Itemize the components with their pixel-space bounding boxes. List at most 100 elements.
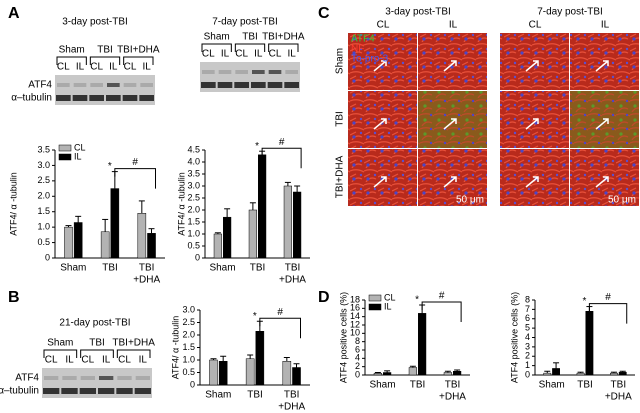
significance-hash: # (279, 137, 285, 148)
significance-hash: # (132, 157, 138, 168)
blot-band (72, 95, 88, 101)
arrow (443, 176, 457, 188)
blot-row-label: ATF4 (28, 80, 52, 91)
blot-band (284, 82, 299, 88)
blot-band (56, 95, 71, 101)
blot-band (107, 83, 120, 87)
y-tick-label: 6 (355, 344, 360, 354)
bar (408, 367, 417, 376)
blot-row-label: ATF4 (15, 373, 39, 384)
x-tick-label: +DHA (278, 402, 305, 413)
blot-group: TBI (97, 45, 113, 56)
blot-group: TBI+DHA (117, 45, 160, 56)
legend-swatch (58, 153, 72, 161)
blot-band (90, 83, 103, 87)
y-tick-label: 4.5 (187, 144, 200, 154)
legend-label: CL (74, 142, 86, 152)
micrograph-col: CL (377, 20, 390, 31)
x-tick-label: Sham (209, 263, 235, 274)
blot-band (235, 70, 248, 74)
x-tick-label: TBI (611, 380, 627, 391)
blot-lane: CL (269, 49, 282, 60)
y-tick-label: 2 (525, 351, 530, 361)
y-tick-label: 14 (350, 311, 360, 321)
y-tick-label: 1.5 (187, 216, 200, 226)
blot-lane: CL (124, 62, 137, 73)
scale-bar-label: 50 μm (608, 195, 636, 206)
blot-group: Sham (59, 45, 85, 56)
y-tick-label: 1 (525, 360, 530, 370)
scale-bar-label: 50 μm (456, 195, 484, 206)
x-tick-label: Sham (369, 380, 395, 391)
y-tick-label: 7 (525, 304, 530, 314)
stain-legend: NF (351, 44, 364, 55)
micrograph-title: 7-day post-TBI (537, 7, 603, 18)
y-tick-label: 4 (355, 353, 360, 363)
arrow (373, 60, 387, 72)
micrograph-col: IL (601, 20, 610, 31)
y-tick-label: 2.5 (187, 192, 200, 202)
bar (209, 359, 218, 386)
significance-star: * (108, 161, 112, 172)
blot-band (217, 82, 233, 88)
bracket (56, 56, 87, 65)
blot-lane: IL (254, 49, 263, 60)
bar (383, 372, 392, 376)
micrograph-col: CL (529, 20, 542, 31)
blot-band (218, 70, 232, 74)
bracket (234, 43, 266, 52)
blot-group: TBI (89, 338, 105, 349)
bar (543, 372, 552, 376)
bar (258, 154, 267, 259)
blot-band (98, 388, 115, 394)
blot-band (116, 388, 133, 394)
micrograph-title: 3-day post-TBI (385, 7, 451, 18)
blot-band (140, 83, 153, 87)
y-tick-label: 2 (355, 361, 360, 371)
y-tick-label: 1.5 (182, 342, 195, 352)
x-tick-label: +DHA (133, 275, 160, 286)
blot-band (44, 376, 59, 380)
arrow (373, 118, 387, 130)
x-tick-label: Sham (539, 380, 565, 391)
x-tick-label: TBI (247, 390, 263, 401)
significance-hash: # (605, 292, 611, 303)
blot-band (80, 376, 95, 380)
y-tick-label: 3.5 (37, 144, 50, 154)
y-tick-label: 0.5 (182, 367, 195, 377)
significance-star: * (255, 141, 259, 152)
blot-group: TBI+DHA (112, 338, 155, 349)
bar (147, 233, 156, 259)
y-tick-label: 2.5 (182, 317, 195, 327)
blot-band (89, 95, 104, 101)
blot-band (79, 388, 96, 394)
blot-band (135, 376, 150, 380)
x-tick-label: TBI (139, 263, 155, 274)
blot-lane: IL (76, 62, 85, 73)
y-tick-label: 3.5 (187, 168, 200, 178)
legend-label: IL (74, 151, 82, 161)
blot-band (73, 83, 87, 87)
y-tick-label: 0 (195, 252, 200, 262)
micrograph-row: TBI+DHA (335, 155, 346, 198)
arrow (525, 176, 539, 188)
y-tick-label: 1.5 (37, 206, 50, 216)
y-tick-label: 2.0 (37, 191, 50, 201)
stain-legend: ATF4 (351, 34, 375, 45)
bar (552, 368, 560, 376)
blot-band (234, 82, 249, 88)
legend-swatch (58, 144, 72, 152)
blot-band (122, 95, 138, 101)
arrow (443, 60, 457, 72)
blot-band (201, 82, 216, 88)
significance-bracket (588, 303, 628, 324)
y-tick-label: 12 (350, 319, 360, 329)
y-tick-label: 8 (355, 336, 360, 346)
significance-bracket (261, 147, 302, 169)
bar (576, 372, 585, 376)
x-tick-label: +DHA (279, 275, 306, 286)
bracket (89, 56, 121, 65)
significance-star: * (253, 311, 257, 322)
panel-label: D (318, 289, 330, 306)
bar (373, 373, 382, 376)
